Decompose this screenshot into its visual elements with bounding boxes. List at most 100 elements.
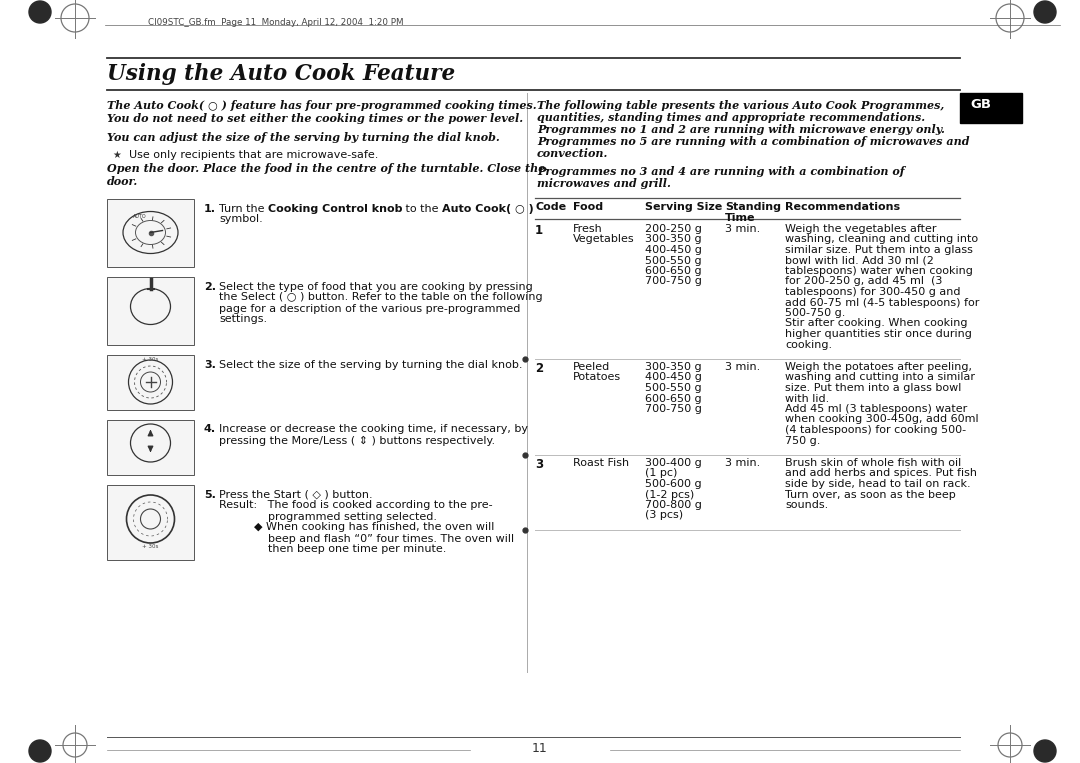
Text: Stir after cooking. When cooking: Stir after cooking. When cooking: [785, 318, 968, 329]
Text: 500-550 g: 500-550 g: [645, 256, 702, 266]
Text: the Select ( ○ ) button. Refer to the table on the following: the Select ( ○ ) button. Refer to the ta…: [219, 292, 542, 302]
Text: 600-650 g: 600-650 g: [645, 394, 702, 404]
Text: Weigh the vegetables after: Weigh the vegetables after: [785, 224, 936, 234]
Text: 11: 11: [532, 742, 548, 755]
Text: 200-250 g: 200-250 g: [645, 224, 702, 234]
Text: Recommendations: Recommendations: [785, 202, 900, 212]
Text: 2.: 2.: [204, 282, 216, 291]
Text: washing, cleaning and cutting into: washing, cleaning and cutting into: [785, 234, 978, 244]
Text: Standing: Standing: [725, 202, 781, 212]
Text: (1 pc): (1 pc): [645, 468, 677, 478]
Text: pressing the More/Less ( ⇕ ) buttons respectively.: pressing the More/Less ( ⇕ ) buttons res…: [219, 436, 495, 446]
Text: 500-550 g: 500-550 g: [645, 383, 702, 393]
Text: Turn over, as soon as the beep: Turn over, as soon as the beep: [785, 490, 956, 500]
Bar: [107, 276, 194, 345]
Text: 4.: 4.: [204, 424, 216, 434]
Text: The following table presents the various Auto Cook Programmes,: The following table presents the various…: [537, 100, 944, 111]
Text: Add 45 ml (3 tablespoons) water: Add 45 ml (3 tablespoons) water: [785, 404, 968, 414]
Text: 1.: 1.: [204, 204, 216, 214]
Text: sounds.: sounds.: [785, 500, 828, 510]
Text: page for a description of the various pre-programmed: page for a description of the various pr…: [219, 304, 521, 314]
Circle shape: [29, 1, 51, 23]
Text: 2: 2: [535, 362, 543, 375]
Text: Select the type of food that you are cooking by pressing: Select the type of food that you are coo…: [219, 282, 532, 291]
Text: Programmes no 3 and 4 are running with a combination of: Programmes no 3 and 4 are running with a…: [537, 166, 905, 177]
Text: ◆ When cooking has finished, the oven will: ◆ When cooking has finished, the oven wi…: [219, 523, 495, 533]
Text: 3 min.: 3 min.: [725, 224, 760, 234]
Text: Press the Start ( ◇ ) button.: Press the Start ( ◇ ) button.: [219, 490, 373, 500]
Text: The Auto Cook( ○ ) feature has four pre-programmed cooking times.: The Auto Cook( ○ ) feature has four pre-…: [107, 100, 537, 111]
Text: washing and cutting into a similar: washing and cutting into a similar: [785, 372, 975, 382]
Text: 3: 3: [535, 458, 543, 471]
Text: for 200-250 g, add 45 ml  (3: for 200-250 g, add 45 ml (3: [785, 276, 943, 286]
Text: 750 g.: 750 g.: [785, 436, 821, 446]
Text: 700-750 g: 700-750 g: [645, 276, 702, 286]
Text: 700-800 g: 700-800 g: [645, 500, 702, 510]
Text: Roast Fish: Roast Fish: [573, 458, 630, 468]
Text: GB: GB: [970, 98, 991, 111]
Text: 5.: 5.: [204, 490, 216, 500]
Text: programmed setting selected.: programmed setting selected.: [219, 511, 437, 521]
Text: cooking.: cooking.: [785, 340, 832, 349]
Text: similar size. Put them into a glass: similar size. Put them into a glass: [785, 245, 973, 255]
Text: (1-2 pcs): (1-2 pcs): [645, 490, 694, 500]
Text: to the: to the: [403, 204, 443, 214]
Text: 1: 1: [535, 224, 543, 237]
Text: Auto Cook( ○ ): Auto Cook( ○ ): [443, 204, 535, 214]
Text: 500-600 g: 500-600 g: [645, 479, 702, 489]
Text: 3.: 3.: [204, 359, 216, 369]
Text: Code: Code: [535, 202, 566, 212]
Text: Increase or decrease the cooking time, if necessary, by: Increase or decrease the cooking time, i…: [219, 424, 528, 434]
Text: 300-350 g: 300-350 g: [645, 362, 702, 372]
Text: Select the size of the serving by turning the dial knob.: Select the size of the serving by turnin…: [219, 359, 523, 369]
Text: settings.: settings.: [219, 314, 267, 324]
Text: (4 tablespoons) for cooking 500-: (4 tablespoons) for cooking 500-: [785, 425, 967, 435]
Text: CI09STC_GB.fm  Page 11  Monday, April 12, 2004  1:20 PM: CI09STC_GB.fm Page 11 Monday, April 12, …: [148, 18, 404, 27]
Text: 300-400 g: 300-400 g: [645, 458, 702, 468]
Text: Peeled: Peeled: [573, 362, 610, 372]
Text: tablespoons) for 300-450 g and: tablespoons) for 300-450 g and: [785, 287, 960, 297]
Text: bowl with lid. Add 30 ml (2: bowl with lid. Add 30 ml (2: [785, 256, 934, 266]
Text: Programmes no 1 and 2 are running with microwave energy only.: Programmes no 1 and 2 are running with m…: [537, 124, 945, 135]
Text: 600-650 g: 600-650 g: [645, 266, 702, 276]
Text: tablespoons) water when cooking: tablespoons) water when cooking: [785, 266, 973, 276]
Text: AUTO: AUTO: [133, 214, 146, 219]
Text: higher quantities stir once during: higher quantities stir once during: [785, 329, 972, 339]
Text: when cooking 300-450g, add 60ml: when cooking 300-450g, add 60ml: [785, 414, 978, 424]
Text: Vegetables: Vegetables: [573, 234, 635, 244]
Bar: [107, 355, 194, 410]
Text: Brush skin of whole fish with oil: Brush skin of whole fish with oil: [785, 458, 961, 468]
Bar: [960, 93, 1022, 123]
Text: Result:   The food is cooked according to the pre-: Result: The food is cooked according to …: [219, 501, 492, 510]
Text: 400-450 g: 400-450 g: [645, 245, 702, 255]
Text: beep and flash “0” four times. The oven will: beep and flash “0” four times. The oven …: [219, 533, 514, 543]
Bar: [107, 420, 194, 475]
Text: Cooking Control knob: Cooking Control knob: [268, 204, 403, 214]
Bar: [107, 485, 194, 559]
Text: You can adjust the size of the serving by turning the dial knob.: You can adjust the size of the serving b…: [107, 132, 500, 143]
Text: 3 min.: 3 min.: [725, 362, 760, 372]
Circle shape: [1034, 740, 1056, 762]
Text: Using the Auto Cook Feature: Using the Auto Cook Feature: [107, 63, 455, 85]
Text: door.: door.: [107, 176, 138, 187]
Text: 3 min.: 3 min.: [725, 458, 760, 468]
Text: 300-350 g: 300-350 g: [645, 234, 702, 244]
Text: (3 pcs): (3 pcs): [645, 510, 684, 520]
Text: + 30s: + 30s: [143, 544, 159, 549]
Text: 400-450 g: 400-450 g: [645, 372, 702, 382]
Text: + 30s: + 30s: [143, 357, 159, 362]
Text: Open the door. Place the food in the centre of the turntable. Close the: Open the door. Place the food in the cen…: [107, 163, 545, 175]
Bar: [107, 198, 194, 266]
Text: Use only recipients that are microwave-safe.: Use only recipients that are microwave-s…: [129, 150, 378, 159]
Text: Potatoes: Potatoes: [573, 372, 621, 382]
Text: size. Put them into a glass bowl: size. Put them into a glass bowl: [785, 383, 961, 393]
Text: Time: Time: [725, 213, 756, 223]
Text: 700-750 g: 700-750 g: [645, 404, 702, 414]
Text: Food: Food: [573, 202, 603, 212]
Text: then beep one time per minute.: then beep one time per minute.: [219, 545, 446, 555]
Text: with lid.: with lid.: [785, 394, 829, 404]
Text: add 60-75 ml (4-5 tablespoons) for: add 60-75 ml (4-5 tablespoons) for: [785, 298, 980, 307]
Text: and add herbs and spices. Put fish: and add herbs and spices. Put fish: [785, 468, 977, 478]
Text: microwaves and grill.: microwaves and grill.: [537, 178, 671, 189]
Text: Turn the: Turn the: [219, 204, 268, 214]
